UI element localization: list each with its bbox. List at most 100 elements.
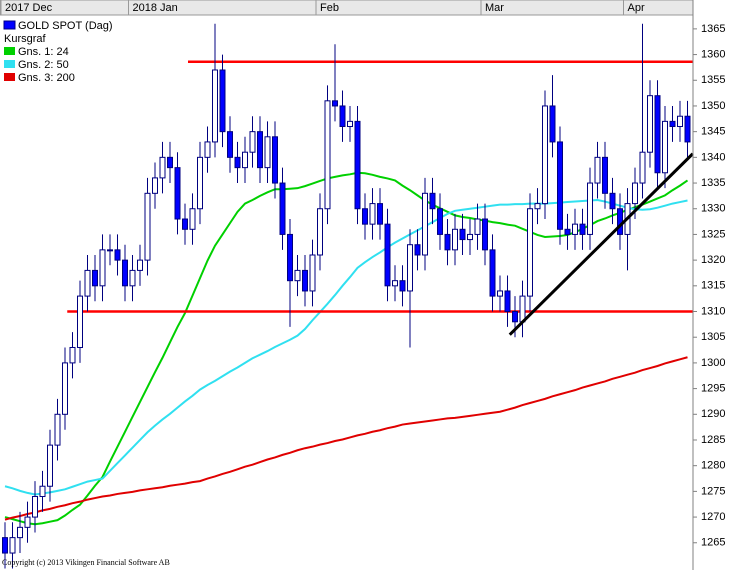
candle-body xyxy=(467,233,473,241)
candle-body xyxy=(414,244,421,256)
candle-body xyxy=(504,290,511,313)
candle-body xyxy=(534,203,541,210)
y-tick-label: 1350 xyxy=(701,100,725,112)
y-tick-label: 1275 xyxy=(701,485,725,497)
legend-swatch xyxy=(4,47,15,55)
candle-body xyxy=(204,141,211,158)
candle-body xyxy=(324,100,331,210)
candle-body xyxy=(137,259,143,271)
candle-body xyxy=(639,151,646,184)
candle-body xyxy=(279,182,286,235)
legend-swatch xyxy=(4,60,15,68)
candle-body xyxy=(429,192,436,210)
y-tick-label: 1265 xyxy=(701,537,725,549)
candle-body xyxy=(549,105,556,143)
candle-body xyxy=(422,192,428,256)
y-tick-label: 1300 xyxy=(701,357,725,369)
candle-body xyxy=(309,254,316,292)
candle-body xyxy=(347,120,353,128)
candle-body xyxy=(362,208,368,225)
subtitle: Kursgraf xyxy=(4,33,47,45)
y-tick-label: 1335 xyxy=(701,177,725,189)
candle-body xyxy=(564,228,571,235)
y-tick-label: 1310 xyxy=(701,305,725,317)
candle-body xyxy=(594,156,601,184)
candle-body xyxy=(677,115,683,128)
plot-area xyxy=(2,23,694,569)
candle-body xyxy=(24,516,31,528)
candle-body xyxy=(129,269,136,287)
candle-body xyxy=(459,228,466,241)
candle-body xyxy=(9,537,16,554)
candle-body xyxy=(54,413,61,446)
candle-body xyxy=(317,208,323,256)
candle-body xyxy=(437,208,443,235)
x-tick-label: 2017 Dec xyxy=(5,2,53,14)
candle-body xyxy=(227,131,233,158)
candle-body xyxy=(542,105,548,205)
legend-swatch xyxy=(4,73,15,81)
y-tick-label: 1295 xyxy=(701,383,725,395)
candle-body xyxy=(647,95,653,153)
candle-body xyxy=(377,203,383,225)
candle-body xyxy=(69,346,76,364)
legend-label: Gns. 2: 50 xyxy=(18,59,69,71)
candle-body xyxy=(242,151,248,169)
candle-body xyxy=(617,208,623,235)
candle-body xyxy=(587,182,593,235)
date-strip xyxy=(0,0,694,16)
candle-body xyxy=(77,295,83,348)
trend-line xyxy=(508,152,694,336)
candle-body xyxy=(654,95,661,174)
candle-body xyxy=(39,485,46,498)
legend-swatch xyxy=(3,20,16,30)
y-tick-label: 1320 xyxy=(701,254,725,266)
candle-body xyxy=(114,249,121,261)
legend-label: Gns. 1: 24 xyxy=(18,46,69,58)
candle-body xyxy=(234,156,241,169)
candle-body xyxy=(384,223,391,287)
candle-body xyxy=(197,156,203,210)
candle-body xyxy=(452,228,458,251)
candle-body xyxy=(107,249,113,252)
candle-body xyxy=(512,311,518,323)
x-tick-label: Feb xyxy=(320,2,339,14)
y-tick-label: 1355 xyxy=(701,74,725,86)
x-tick-label: Mar xyxy=(485,2,504,14)
candle-body xyxy=(264,136,271,169)
candle-body xyxy=(572,223,578,235)
candle-body xyxy=(302,269,308,292)
candle-body xyxy=(219,69,226,133)
candle-body xyxy=(84,269,91,297)
candle-body xyxy=(17,526,23,539)
y-tick-label: 1270 xyxy=(701,511,725,523)
legend: GOLD SPOT (Dag) Kursgraf Gns. 1: 24 Gns.… xyxy=(3,20,113,84)
candle-body xyxy=(212,69,218,143)
candle-body xyxy=(62,362,68,415)
candle-body xyxy=(444,233,451,251)
candle-body xyxy=(182,218,188,230)
candle-body xyxy=(167,156,173,169)
candle-body xyxy=(339,105,346,128)
candle-body xyxy=(392,280,398,287)
y-tick-label: 1305 xyxy=(701,331,725,343)
candle-body xyxy=(257,131,263,169)
candle-body xyxy=(407,244,413,292)
candle-body xyxy=(632,182,638,205)
candle-body xyxy=(609,192,616,210)
candle-body xyxy=(152,177,158,194)
candle-body xyxy=(122,259,128,287)
candle-body xyxy=(287,233,293,282)
y-tick-label: 1365 xyxy=(701,23,725,35)
candle-body xyxy=(497,290,503,297)
legend-label: Gns. 3: 200 xyxy=(18,72,75,84)
copyright: Copyright (c) 2013 Vikingen Financial So… xyxy=(2,558,170,567)
x-tick-label: Apr xyxy=(628,2,645,14)
candle-body xyxy=(669,120,676,128)
candle-body xyxy=(144,192,151,261)
moving-average-line xyxy=(4,356,688,521)
candle-body xyxy=(92,269,98,287)
